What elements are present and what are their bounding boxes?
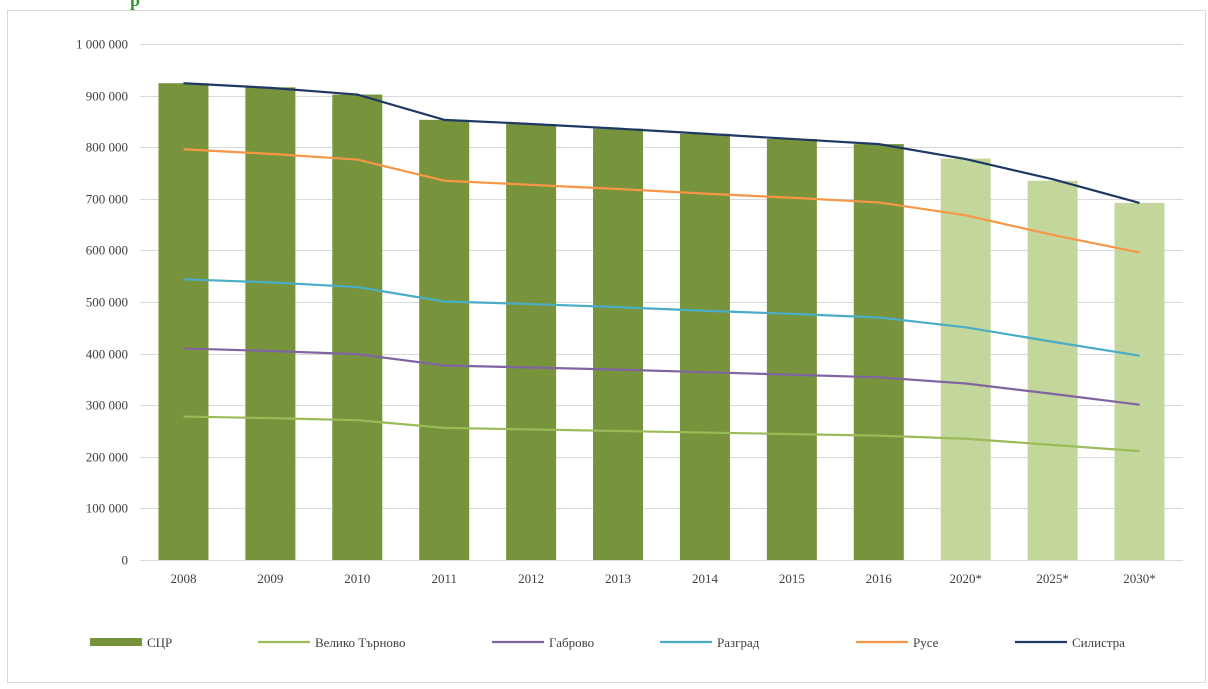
- x-tick-label: 2010: [344, 571, 370, 586]
- bar-series: [158, 83, 1165, 561]
- legend-item: Силистра: [1015, 635, 1125, 650]
- bar-2025-forecast: [1027, 180, 1078, 561]
- bar-2030-forecast: [1114, 202, 1165, 561]
- y-tick-label: 800 000: [86, 140, 128, 155]
- top-text-fragment: р: [130, 0, 141, 10]
- line-силистра: [183, 82, 1140, 204]
- bar-2011: [419, 119, 470, 561]
- x-tick-label: 2015: [779, 571, 805, 586]
- bar-2014: [679, 133, 730, 560]
- legend-label: Велико Търново: [315, 635, 405, 650]
- x-axis: 2008 2009 2010 2011 2012 2013 2014 2015 2016 2020…: [140, 560, 1183, 586]
- y-tick-label: 100 000: [86, 501, 128, 516]
- y-tick-label: 900 000: [86, 89, 128, 104]
- legend-item: Велико Търново: [258, 635, 405, 650]
- chart-border: [7, 10, 1206, 683]
- y-tick-label: 400 000: [86, 347, 128, 362]
- y-axis: 0 100 000 200 000 300 000 400 000 500 000 600 …: [76, 37, 128, 568]
- bar-2015: [766, 138, 817, 560]
- y-tick-label: 1 000 000: [76, 37, 128, 52]
- bar-2013: [593, 128, 644, 560]
- y-tick-label: 300 000: [86, 398, 128, 413]
- legend-item: СЦР: [90, 635, 172, 650]
- bar-2009: [245, 87, 296, 561]
- bar-2010: [332, 94, 383, 561]
- line-разград: [183, 278, 1140, 357]
- legend-item: Габрово: [492, 635, 594, 650]
- y-tick-label: 700 000: [86, 192, 128, 207]
- line-велико-търново: [183, 415, 1140, 453]
- legend-item: Разград: [660, 635, 760, 650]
- y-tick-label: 500 000: [86, 295, 128, 310]
- bar-2020-forecast: [940, 158, 991, 560]
- bar-2012: [506, 123, 557, 560]
- x-tick-label: 2009: [257, 571, 283, 586]
- bar-2016: [853, 144, 904, 560]
- line-русе: [183, 148, 1140, 254]
- legend-label: СЦР: [147, 635, 172, 650]
- bar-2008: [158, 83, 209, 560]
- x-tick-label: 2016: [866, 571, 893, 586]
- legend-label: Силистра: [1072, 635, 1125, 650]
- y-tick-label: 600 000: [86, 243, 128, 258]
- x-tick-label: 2014: [692, 571, 719, 586]
- legend-item: Русе: [856, 635, 939, 650]
- x-tick-label: 2011: [431, 571, 457, 586]
- y-tick-label: 0: [122, 553, 129, 568]
- x-tick-label: 2030*: [1123, 571, 1156, 586]
- legend: СЦР Велико Търново Габрово Разград Русе Силис…: [90, 635, 1125, 650]
- gridlines: [140, 44, 1183, 561]
- legend-label: Габрово: [549, 635, 594, 650]
- legend-label: Разград: [717, 635, 760, 650]
- x-tick-label: 2008: [170, 571, 196, 586]
- legend-label: Русе: [913, 635, 939, 650]
- x-tick-label: 2020*: [949, 571, 982, 586]
- line-series: [183, 82, 1140, 453]
- y-tick-label: 200 000: [86, 450, 128, 465]
- x-tick-label: 2025*: [1036, 571, 1069, 586]
- x-tick-label: 2013: [605, 571, 631, 586]
- legend-swatch: [90, 638, 142, 646]
- line-габрово: [183, 347, 1140, 406]
- x-tick-label: 2012: [518, 571, 544, 586]
